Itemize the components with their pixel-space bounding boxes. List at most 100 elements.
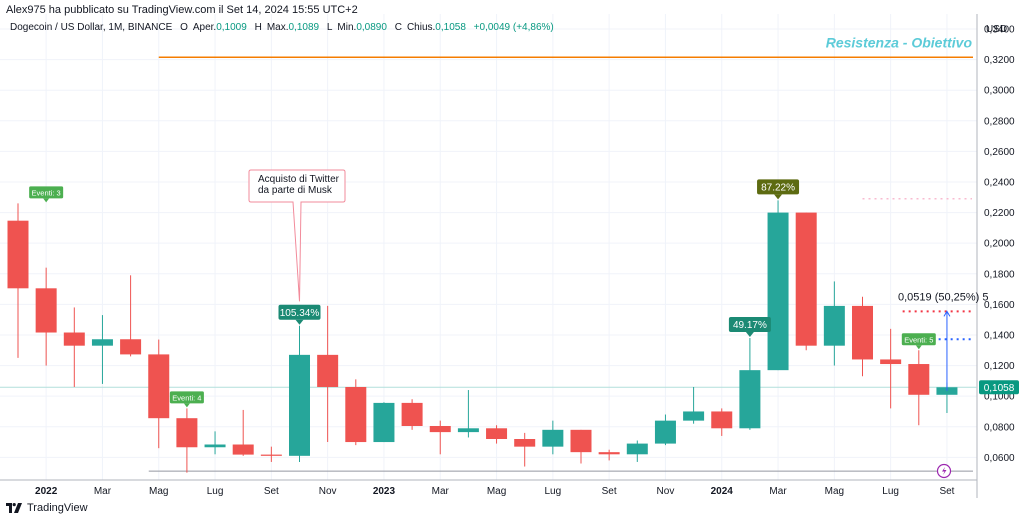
ohlc-legend: Dogecoin / US Dollar, 1M, BINANCE O Aper.…: [10, 22, 554, 33]
candle-body: [739, 370, 761, 429]
low-label: L: [326, 22, 333, 33]
candle-body: [795, 212, 817, 346]
x-tick-label: Nov: [657, 486, 675, 497]
pct-badge-pointer: [745, 332, 754, 338]
candle-body: [401, 402, 423, 426]
candle-body: [232, 444, 254, 455]
open-label: O: [180, 22, 188, 33]
lightning-icon-bolt: [942, 467, 947, 475]
tradingview-brand: TradingView: [27, 502, 88, 514]
x-tick-label: Set: [602, 486, 617, 497]
close-text: Chius.: [406, 22, 436, 33]
candle-body: [176, 418, 198, 448]
close-label: C: [394, 22, 402, 33]
x-tick-label: Mar: [769, 486, 787, 497]
y-tick-label: 0,2800: [984, 116, 1015, 127]
open-value: 0,1009: [216, 22, 247, 33]
callout-text: da parte di Musk: [258, 185, 333, 196]
low-value: 0,0890: [356, 22, 387, 33]
y-tick-label: 0,2200: [984, 208, 1015, 219]
pct-badge-label: 105.34%: [280, 308, 320, 319]
y-tick-label: 0,1400: [984, 330, 1015, 341]
x-tick-label: Mar: [432, 486, 450, 497]
low-text: Min.: [337, 22, 357, 33]
tradingview-logo-icon[interactable]: [6, 503, 22, 513]
open-text: Aper.: [192, 22, 217, 33]
candle-body: [852, 305, 873, 360]
x-tick-label: 2024: [711, 486, 734, 497]
candle-body: [542, 429, 564, 447]
candle-body: [91, 339, 113, 346]
x-tick-label: Mar: [94, 486, 112, 497]
pct-badge: [757, 179, 800, 195]
candle-body: [7, 220, 29, 289]
x-tick-label: Mag: [149, 486, 168, 497]
published-by-text: Alex975 ha pubblicato su TradingView.com…: [6, 4, 358, 16]
x-tick-label: Lug: [882, 486, 899, 497]
high-label: H: [254, 22, 262, 33]
candle-body: [289, 354, 310, 456]
x-tick-label: 2023: [373, 486, 396, 497]
candle-body: [711, 411, 733, 429]
candle-body: [514, 438, 536, 447]
y-tick-label: 0,3200: [984, 55, 1015, 66]
x-tick-label: 2022: [35, 486, 58, 497]
candle-body: [457, 428, 479, 433]
candle-body: [63, 332, 85, 346]
callout-bubble: [248, 169, 346, 302]
candle-body: [880, 359, 902, 365]
y-tick-label: 0,0800: [984, 422, 1015, 433]
candle-body: [204, 444, 226, 448]
candle-body: [35, 288, 57, 333]
current-price-badge: [979, 380, 1019, 395]
x-tick-label: Lug: [207, 486, 224, 497]
currency-label: USD: [986, 24, 1007, 35]
pct-badge: [278, 304, 321, 320]
y-tick-label: 0,2600: [984, 147, 1015, 158]
pct-badge-label: 49.17%: [733, 320, 767, 331]
event-badge-pointer: [43, 198, 50, 203]
event-badge: [29, 186, 64, 199]
measure-arrow-head: [943, 310, 951, 317]
symbol-name[interactable]: Dogecoin / US Dollar, 1M, BINANCE: [10, 22, 173, 33]
current-price-label: 0,1058: [984, 383, 1015, 394]
y-tick-label: 0,2000: [984, 239, 1015, 250]
candle-body: [908, 364, 930, 395]
pct-badge-label: 87.22%: [761, 182, 795, 193]
candle-body: [486, 428, 508, 439]
candle-body: [654, 420, 676, 444]
y-tick-label: 0,0600: [984, 453, 1015, 464]
event-badge-pointer: [183, 403, 190, 408]
x-tick-label: Mag: [487, 486, 506, 497]
candle-body: [823, 305, 845, 346]
candle-body: [683, 411, 705, 421]
x-tick-label: Mag: [825, 486, 844, 497]
event-badge-label: Eventi: 3: [32, 188, 61, 197]
candle-body: [317, 354, 339, 387]
pct-badge-pointer: [774, 194, 783, 200]
pct-badge-pointer: [295, 319, 304, 325]
x-tick-label: Set: [264, 486, 279, 497]
candle-body: [626, 443, 648, 455]
candle-body: [373, 402, 395, 443]
x-tick-label: Set: [939, 486, 954, 497]
event-badge-label: Eventi: 5: [904, 335, 933, 344]
y-tick-label: 0,1800: [984, 269, 1015, 280]
candle-body: [148, 354, 170, 419]
resistance-label: Resistenza - Obiettivo: [826, 34, 973, 50]
candle-body: [429, 425, 451, 433]
high-text: Max.: [266, 22, 289, 33]
change-value: +0,0049 (+4,86%): [473, 22, 554, 33]
event-badge: [169, 391, 204, 404]
x-tick-label: Nov: [319, 486, 337, 497]
footer: TradingView: [6, 502, 88, 514]
candle-body: [767, 212, 789, 371]
candle-body: [260, 454, 282, 456]
candle-body: [120, 339, 142, 355]
y-tick-label: 0,1200: [984, 361, 1015, 372]
y-tick-label: 0,3000: [984, 86, 1015, 97]
measure-label: 0,0519 (50,25%) 5: [898, 291, 989, 303]
close-value: 0,1058: [435, 22, 466, 33]
event-badge-label: Eventi: 4: [172, 393, 201, 402]
